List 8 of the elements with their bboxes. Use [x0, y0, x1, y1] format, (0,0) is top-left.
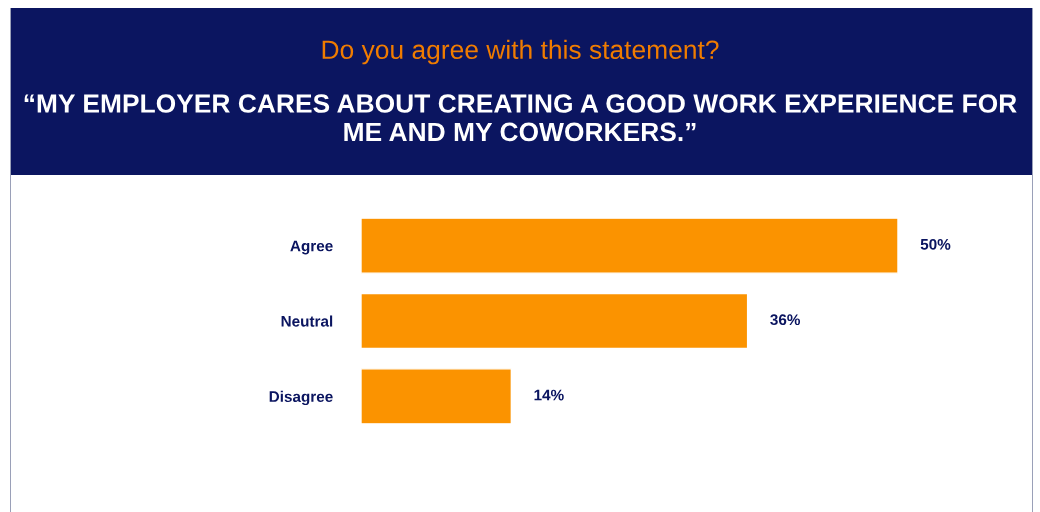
chart-title: Do you agree with this statement? — [322, 39, 719, 65]
data-label: 14% — [534, 389, 564, 401]
data-label: 50% — [920, 238, 951, 250]
data-label: 36% — [770, 314, 801, 326]
y-tick-label: Neutral — [281, 315, 333, 327]
chart-subtitle: “MY EMPLOYER CARES ABOUT CREATING A GOOD WORK EXPERIENCE FOR ME AND MY COWORKERS.” — [24, 94, 1017, 142]
y-tick-label: Disagree — [269, 390, 333, 406]
y-tick-label: Agree — [290, 240, 333, 255]
